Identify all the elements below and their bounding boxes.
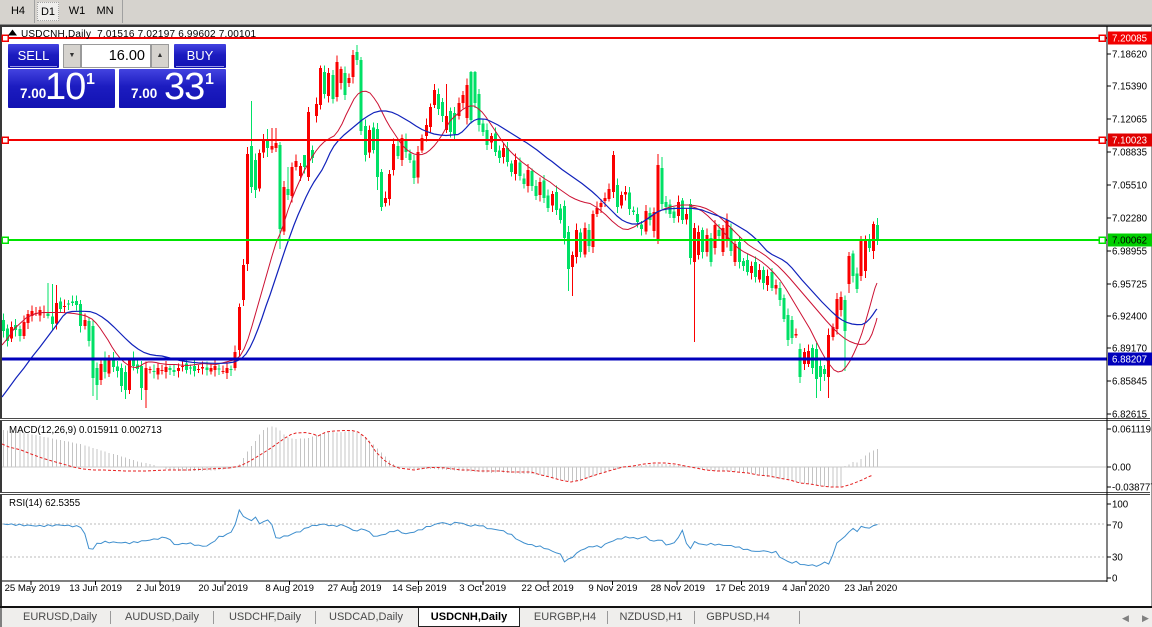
svg-text:RSI(14) 62.5355: RSI(14) 62.5355 bbox=[9, 498, 80, 509]
svg-text:23 Jan 2020: 23 Jan 2020 bbox=[844, 583, 897, 594]
svg-text:6.82615: 6.82615 bbox=[1112, 410, 1147, 421]
svg-text:27 Aug 2019: 27 Aug 2019 bbox=[328, 583, 382, 594]
svg-text:-0.038777: -0.038777 bbox=[1112, 483, 1152, 494]
svg-text:0.00: 0.00 bbox=[1112, 463, 1131, 474]
svg-text:7.18620: 7.18620 bbox=[1112, 50, 1148, 61]
svg-text:7.08835: 7.08835 bbox=[1112, 148, 1147, 159]
svg-text:6.85845: 6.85845 bbox=[1112, 377, 1147, 388]
svg-text:7.20085: 7.20085 bbox=[1112, 34, 1147, 45]
svg-text:14 Sep 2019: 14 Sep 2019 bbox=[392, 583, 446, 594]
svg-text:30: 30 bbox=[1112, 553, 1123, 564]
svg-text:7.02280: 7.02280 bbox=[1112, 214, 1148, 225]
svg-text:MACD(12,26,9) 0.015911 0.00271: MACD(12,26,9) 0.015911 0.002713 bbox=[9, 425, 162, 436]
svg-text:8 Aug 2019: 8 Aug 2019 bbox=[265, 583, 314, 594]
svg-text:7.00062: 7.00062 bbox=[1112, 236, 1147, 247]
svg-text:7.12065: 7.12065 bbox=[1112, 115, 1147, 126]
svg-text:6.95725: 6.95725 bbox=[1112, 280, 1147, 291]
svg-text:USDCNH,Daily 7.01516 7.02197: USDCNH,Daily 7.01516 7.02197 6.99602 7.0… bbox=[21, 29, 257, 40]
svg-text:17 Dec 2019: 17 Dec 2019 bbox=[715, 583, 769, 594]
svg-text:6.88207: 6.88207 bbox=[1112, 355, 1147, 366]
svg-text:7.15390: 7.15390 bbox=[1112, 82, 1148, 93]
svg-text:3 Oct 2019: 3 Oct 2019 bbox=[459, 583, 506, 594]
svg-text:4 Jan 2020: 4 Jan 2020 bbox=[782, 583, 829, 594]
svg-text:6.92400: 6.92400 bbox=[1112, 312, 1148, 323]
svg-text:25 May 2019: 25 May 2019 bbox=[5, 583, 60, 594]
svg-text:28 Nov 2019: 28 Nov 2019 bbox=[651, 583, 705, 594]
svg-text:6.89170: 6.89170 bbox=[1112, 344, 1148, 355]
svg-text:70: 70 bbox=[1112, 521, 1123, 532]
svg-text:7.10023: 7.10023 bbox=[1112, 136, 1147, 147]
svg-text:0: 0 bbox=[1112, 574, 1118, 585]
svg-text:6.98955: 6.98955 bbox=[1112, 247, 1147, 258]
svg-text:0.061119: 0.061119 bbox=[1112, 425, 1151, 436]
svg-text:20 Jul 2019: 20 Jul 2019 bbox=[198, 583, 248, 594]
svg-text:9 Nov 2019: 9 Nov 2019 bbox=[588, 583, 637, 594]
svg-text:7.05510: 7.05510 bbox=[1112, 181, 1148, 192]
svg-text:22 Oct 2019: 22 Oct 2019 bbox=[521, 583, 573, 594]
svg-text:13 Jun 2019: 13 Jun 2019 bbox=[69, 583, 122, 594]
svg-text:2 Jul 2019: 2 Jul 2019 bbox=[136, 583, 180, 594]
svg-text:100: 100 bbox=[1112, 500, 1129, 511]
